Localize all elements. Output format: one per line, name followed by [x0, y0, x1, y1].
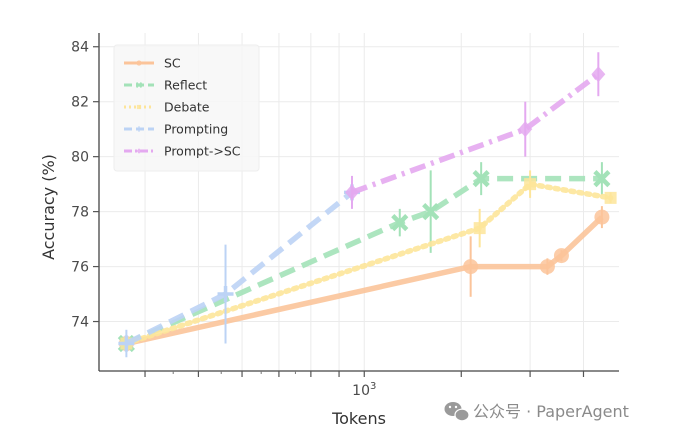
x-ticks: 103 — [144, 371, 585, 399]
data-point — [472, 170, 490, 188]
watermark-text: 公众号 · PaperAgent — [473, 402, 629, 421]
data-point — [118, 335, 135, 352]
data-point — [524, 178, 537, 191]
x-tick-label: 103 — [352, 381, 376, 399]
legend-label: SC — [164, 56, 181, 71]
data-point — [422, 203, 440, 221]
wechat-icon — [444, 402, 470, 422]
y-tick-label: 74 — [71, 315, 89, 331]
y-tick-label: 82 — [71, 95, 89, 111]
data-point — [539, 259, 555, 275]
series-debate — [120, 170, 617, 352]
legend-item: Prompt->SC — [124, 144, 241, 159]
y-ticks: 74 76 78 80 82 84 — [71, 40, 99, 331]
data-point — [594, 209, 610, 225]
data-point — [463, 259, 479, 275]
data-point — [604, 191, 617, 204]
data-point — [135, 81, 143, 89]
legend-box — [113, 44, 260, 172]
y-tick-label: 84 — [71, 40, 89, 56]
series-prompting — [118, 181, 360, 358]
data-point — [136, 104, 142, 110]
legend-item: Debate — [124, 100, 210, 115]
data-point — [136, 60, 142, 66]
axes — [98, 33, 619, 372]
y-tick-label: 76 — [71, 260, 89, 276]
y-tick-label: 78 — [71, 205, 89, 221]
data-point — [217, 286, 234, 303]
data-point — [518, 121, 533, 138]
legend-item: Prompting — [124, 122, 228, 137]
series-line — [123, 181, 614, 347]
series-prompt-sc — [344, 52, 606, 209]
watermark: 公众号 · PaperAgent — [444, 402, 629, 422]
data-point — [391, 214, 409, 232]
data-point — [136, 126, 142, 132]
legend-item: SC — [124, 56, 181, 71]
data-point — [593, 170, 611, 188]
legend-label: Reflect — [164, 78, 207, 93]
y-tick-label: 80 — [71, 150, 89, 166]
legend-label: Prompt->SC — [164, 144, 241, 159]
legend-label: Prompting — [164, 122, 228, 137]
x-axis-title: Tokens — [331, 409, 386, 428]
series-line — [125, 175, 602, 347]
legend-item: Reflect — [124, 78, 207, 93]
plot-area — [117, 52, 617, 358]
data-point — [553, 248, 569, 264]
series-reflect — [117, 162, 611, 353]
data-point — [344, 184, 359, 201]
y-axis-title: Accuracy (%) — [39, 154, 58, 260]
legend-label: Debate — [164, 100, 210, 115]
data-point — [473, 222, 486, 235]
data-point — [591, 66, 606, 83]
legend: SC Reflect Debate Prompting Prompt->SC — [113, 44, 260, 172]
